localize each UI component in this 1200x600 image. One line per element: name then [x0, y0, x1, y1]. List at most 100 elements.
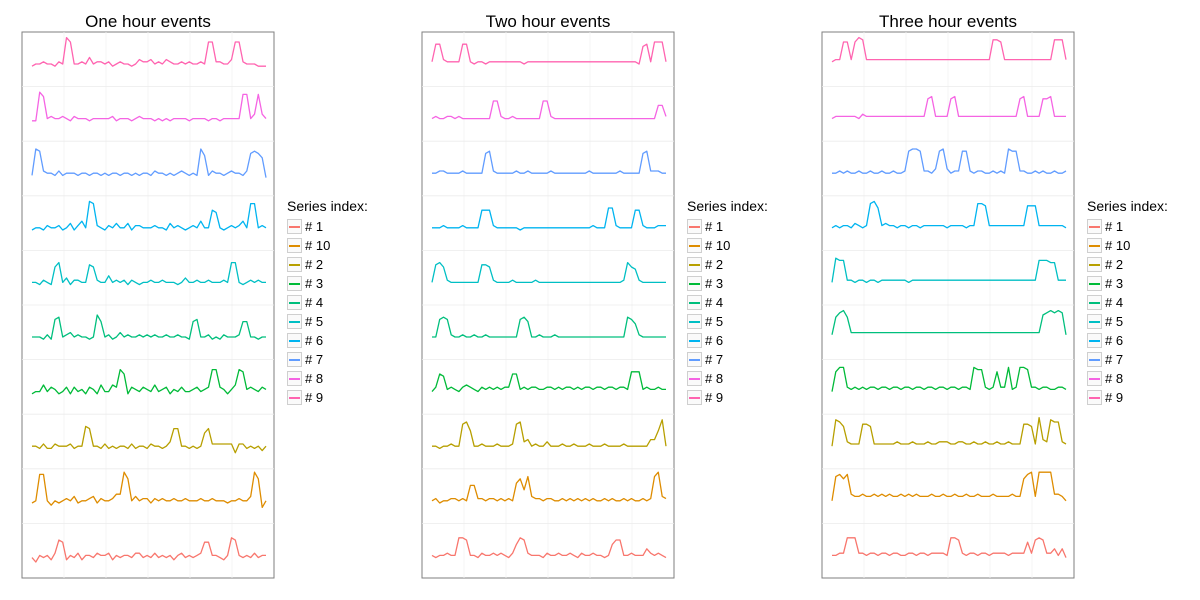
legend-swatch: [689, 378, 700, 380]
series-line-4: [432, 316, 666, 338]
legend-item: # 6: [687, 331, 768, 350]
legend-label: # 9: [1105, 390, 1124, 405]
series-line-3: [431, 371, 666, 393]
legend-label: # 1: [1105, 219, 1124, 234]
legend-label: # 8: [305, 371, 324, 386]
legend-key: [287, 295, 302, 310]
legend-key: [287, 333, 302, 348]
legend-key: [687, 314, 702, 329]
series-line-9: [431, 41, 667, 65]
panel-one-hour: One hour events Series index: # 1 # 10 # 2…: [0, 0, 380, 600]
legend-key: [1087, 238, 1102, 253]
legend-key: [687, 333, 702, 348]
legend-key: [1087, 333, 1102, 348]
legend: Series index: # 1 # 10 # 2 # 3 # 4 # 5 # 6 # 7 #…: [1087, 198, 1168, 407]
legend-label: # 3: [305, 276, 324, 291]
legend-swatch: [289, 283, 300, 285]
legend-key: [687, 219, 702, 234]
plot-area: [21, 31, 275, 579]
legend-item: # 4: [687, 293, 768, 312]
series-line-5: [831, 257, 1066, 284]
legend-item: # 1: [1087, 217, 1168, 236]
legend-swatch: [289, 378, 300, 380]
legend-label: # 10: [705, 238, 731, 253]
legend-key: [687, 295, 702, 310]
legend-label: # 2: [305, 257, 324, 272]
legend-label: # 3: [705, 276, 724, 291]
legend-label: # 2: [705, 257, 724, 272]
legend-key: [287, 390, 302, 405]
legend-label: # 7: [305, 352, 324, 367]
legend-label: # 8: [1105, 371, 1124, 386]
plot-area: [421, 31, 675, 579]
panel-title: One hour events: [85, 12, 211, 31]
legend-item: # 3: [687, 274, 768, 293]
legend-key: [287, 238, 302, 253]
legend-key: [287, 371, 302, 386]
legend-label: # 6: [305, 333, 324, 348]
legend-item: # 10: [287, 236, 368, 255]
panel-title: Two hour events: [485, 12, 611, 31]
legend-label: # 7: [1105, 352, 1124, 367]
legend-item: # 3: [287, 274, 368, 293]
legend-swatch: [689, 245, 700, 247]
series-line-3: [31, 368, 267, 395]
series-line-3: [831, 366, 1067, 392]
legend-item: # 6: [1087, 331, 1168, 350]
panel-title: Three hour events: [879, 12, 1017, 31]
legend-swatch: [289, 264, 300, 266]
legend-label: # 8: [705, 371, 724, 386]
legend-item: # 2: [287, 255, 368, 274]
legend-swatch: [689, 397, 700, 399]
legend-item: # 1: [287, 217, 368, 236]
series-line-7: [31, 148, 267, 178]
legend-item: # 7: [687, 350, 768, 369]
legend-swatch: [1089, 283, 1100, 285]
legend-label: # 2: [1105, 257, 1124, 272]
legend-item: # 7: [1087, 350, 1168, 369]
legend-label: # 5: [705, 314, 724, 329]
legend-label: # 9: [705, 390, 724, 405]
legend-label: # 3: [1105, 276, 1124, 291]
legend-label: # 5: [1105, 314, 1124, 329]
legend-swatch: [689, 340, 700, 342]
legend-item: # 10: [1087, 236, 1168, 255]
legend-key: [1087, 257, 1102, 272]
plot-area: [821, 31, 1075, 579]
series-line-1: [832, 537, 1067, 558]
legend-swatch: [289, 245, 300, 247]
legend-swatch: [289, 321, 300, 323]
legend-item: # 2: [1087, 255, 1168, 274]
legend-item: # 9: [1087, 388, 1168, 407]
legend-label: # 5: [305, 314, 324, 329]
series-line-7: [432, 150, 666, 174]
series-line-8: [32, 91, 267, 122]
legend-label: # 7: [705, 352, 724, 367]
panel-three-hour: Three hour events Series index: # 1 # 10 #…: [800, 0, 1180, 600]
legend-item: # 4: [287, 293, 368, 312]
legend-key: [1087, 352, 1102, 367]
series-line-1: [431, 537, 667, 559]
legend-key: [1087, 295, 1102, 310]
legend-title: Series index:: [287, 198, 368, 214]
legend-key: [1087, 314, 1102, 329]
legend-swatch: [289, 340, 300, 342]
legend-label: # 4: [1105, 295, 1124, 310]
legend-swatch: [689, 264, 700, 266]
legend-item: # 5: [287, 312, 368, 331]
legend-key: [287, 257, 302, 272]
series-line-6: [831, 200, 1067, 229]
legend-swatch: [1089, 245, 1100, 247]
panel-two-hour: Two hour events Series index: # 1 # 10 # 2…: [400, 0, 780, 600]
legend-key: [1087, 276, 1102, 291]
series-line-4: [32, 314, 266, 340]
series-line-4: [831, 309, 1067, 335]
series-line-10: [31, 471, 267, 509]
legend: Series index: # 1 # 10 # 2 # 3 # 4 # 5 # 6 # 7 #…: [687, 198, 768, 407]
legend-swatch: [289, 397, 300, 399]
legend-label: # 6: [705, 333, 724, 348]
legend-label: # 4: [705, 295, 724, 310]
legend-key: [687, 238, 702, 253]
legend-label: # 1: [705, 219, 724, 234]
legend-key: [1087, 390, 1102, 405]
